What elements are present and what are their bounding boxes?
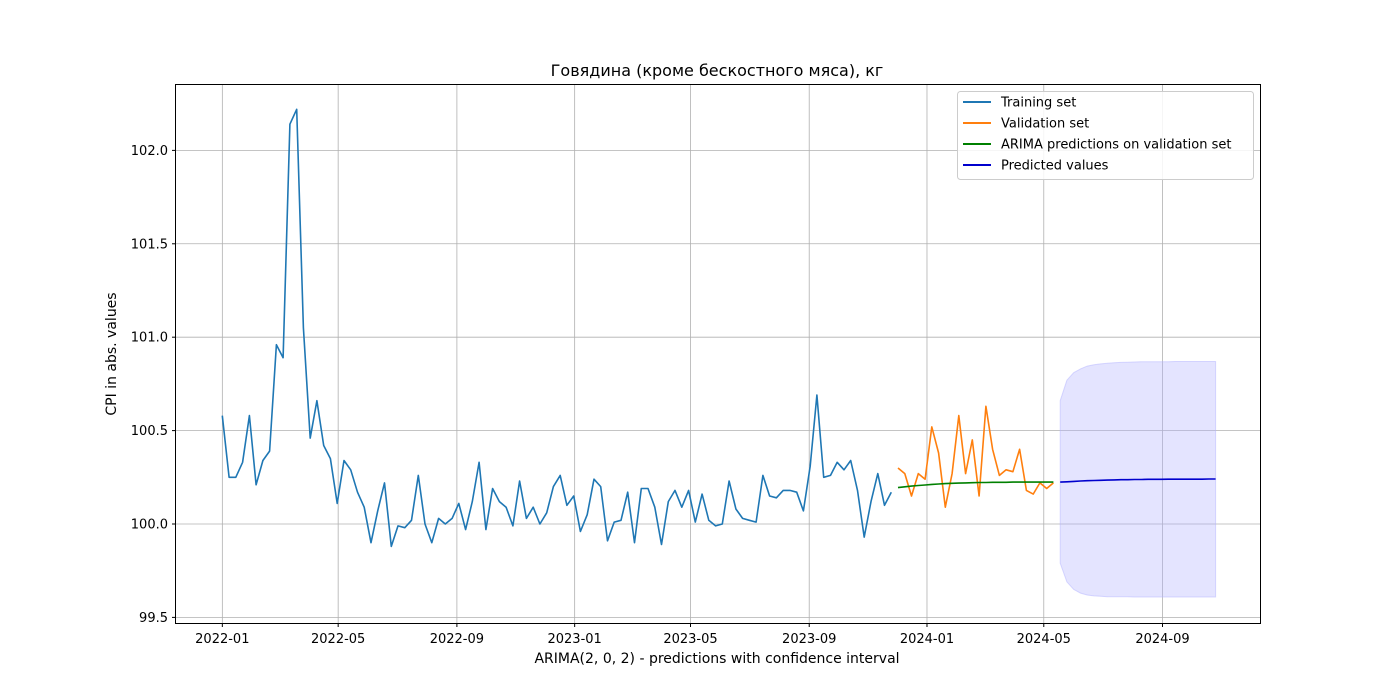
- series-line-predicted-values: [1060, 478, 1216, 483]
- x-tick-label: 2022-09: [430, 632, 484, 647]
- chart-title: Говядина (кроме бескостного мяса), кг: [551, 61, 884, 80]
- legend-label: Predicted values: [1001, 159, 1109, 174]
- legend-box: [957, 91, 1254, 180]
- series-layer: [221, 108, 1216, 548]
- x-axis-label: ARIMA(2, 0, 2) - predictions with confid…: [534, 651, 899, 667]
- y-axis-label: CPI in abs. values: [104, 292, 120, 415]
- y-axis-ticks: 99.5 100.0 100.5 101.0 101.5 102.0: [131, 144, 176, 626]
- legend: Training set Validation set ARIMA predicti…: [957, 91, 1254, 180]
- x-tick-label: 2022-01: [195, 632, 249, 647]
- y-tick-label: 99.5: [139, 611, 168, 626]
- x-tick-label: 2023-09: [782, 632, 836, 647]
- y-tick-label: 100.0: [131, 517, 168, 532]
- plot-frame: [175, 84, 1261, 624]
- series-line-arima-predictions-on-validation-set: [897, 481, 1054, 489]
- x-tick-label: 2024-01: [900, 632, 954, 647]
- y-tick-label: 101.0: [131, 331, 168, 346]
- series-line-validation-set: [897, 405, 1054, 509]
- y-tick-label: 101.5: [131, 237, 168, 252]
- y-tick-label: 102.0: [131, 144, 168, 159]
- x-axis-ticks: 2022-01 2022-05 2022-09 2023-01 2023-05 2023-…: [195, 623, 1190, 647]
- legend-label: Training set: [1000, 96, 1076, 111]
- x-tick-label: 2024-05: [1017, 632, 1071, 647]
- grid-lines: [176, 85, 1260, 623]
- series-line-training-set: [221, 108, 893, 548]
- legend-label: ARIMA predictions on validation set: [1001, 138, 1231, 153]
- x-tick-label: 2024-09: [1135, 632, 1189, 647]
- y-tick-label: 100.5: [131, 424, 168, 439]
- x-tick-label: 2022-05: [311, 632, 365, 647]
- legend-label: Validation set: [1001, 117, 1089, 132]
- x-tick-label: 2023-01: [547, 632, 601, 647]
- x-tick-label: 2023-05: [663, 632, 717, 647]
